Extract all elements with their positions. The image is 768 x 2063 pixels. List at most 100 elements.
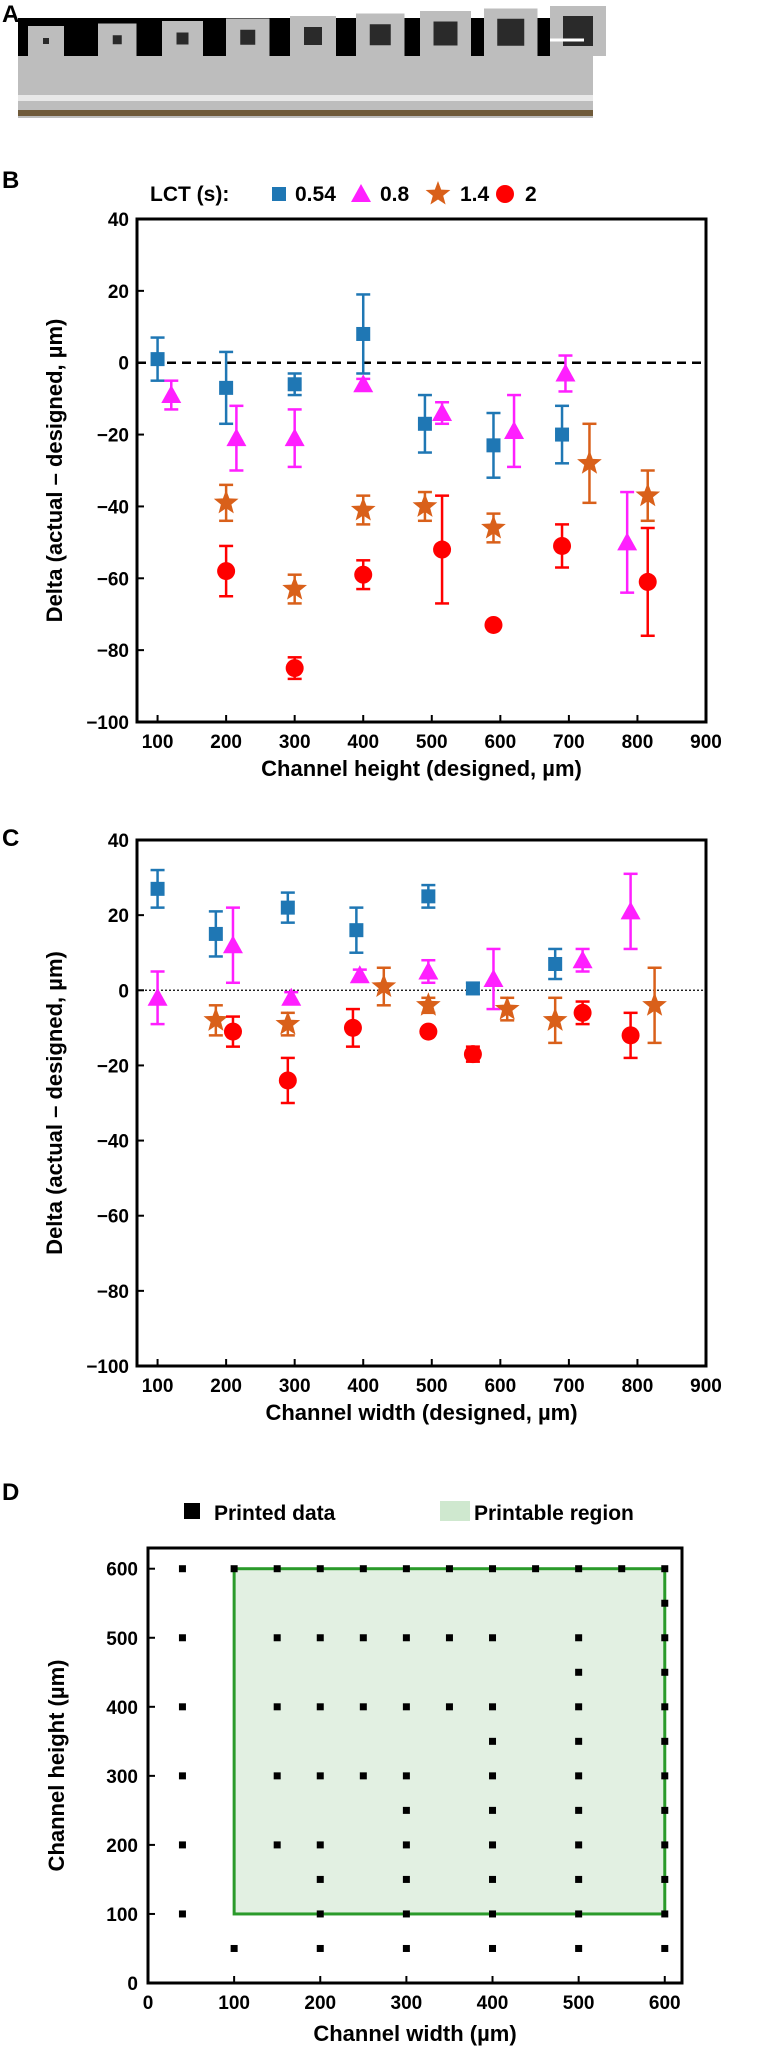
data-point-0_54 <box>421 889 436 904</box>
printed-point <box>575 1875 583 1883</box>
x-tick-label: 700 <box>553 1376 585 1397</box>
data-point-1_4 <box>213 489 239 514</box>
x-tick-label: 400 <box>347 732 379 753</box>
x-tick-label: 800 <box>622 1376 654 1397</box>
data-point-1_4 <box>416 992 441 1016</box>
legend-label: 0.54 <box>295 183 336 206</box>
y-tick-label: 300 <box>106 1767 138 1788</box>
data-point-1_4 <box>412 493 438 517</box>
data-point-0_8 <box>620 901 641 920</box>
panel-b-letter: B <box>2 167 19 194</box>
x-tick-label: 200 <box>304 1993 336 2014</box>
printed-point <box>489 1841 497 1849</box>
plot-frame <box>146 1546 684 1985</box>
printed-point <box>273 1703 281 1711</box>
x-tick-label: 900 <box>690 1376 722 1397</box>
data-point-0_54 <box>150 352 165 367</box>
data-point-2 <box>419 1022 438 1041</box>
x-tick-label: 400 <box>347 1376 379 1397</box>
legend-marker-star <box>425 181 451 205</box>
printed-point <box>359 1703 367 1711</box>
data-point-0_54 <box>208 926 223 941</box>
x-tick-label: 100 <box>142 1376 174 1397</box>
data-point-0_8 <box>353 374 374 393</box>
printed-point <box>575 1565 583 1573</box>
y-tick-label: −40 <box>97 1132 129 1153</box>
x-tick-label: 300 <box>391 1993 423 2014</box>
legend-label: 1.4 <box>460 183 490 206</box>
printed-point <box>402 1703 410 1711</box>
printed-point <box>402 1806 410 1814</box>
y-tick-label: 20 <box>108 906 129 927</box>
printed-point <box>575 1634 583 1642</box>
y-axis-label: Delta (actual – designed, µm) <box>42 951 67 1255</box>
x-tick-label: 100 <box>218 1993 250 2014</box>
x-tick-label: 500 <box>416 732 448 753</box>
printed-point <box>575 1668 583 1676</box>
data-point-0_54 <box>356 326 371 341</box>
panel-d-letter: D <box>2 1479 19 1506</box>
data-point-0_8 <box>555 363 576 382</box>
data-point-0_8 <box>222 935 243 954</box>
data-point-0_54 <box>219 380 234 395</box>
y-tick-label: −80 <box>97 1282 129 1303</box>
printed-point <box>178 1841 186 1849</box>
data-point-2 <box>573 1003 592 1022</box>
printed-point <box>273 1634 281 1642</box>
y-tick-label: 0 <box>118 354 129 375</box>
printed-point <box>661 1668 669 1676</box>
data-point-2 <box>433 540 452 559</box>
printed-point <box>575 1841 583 1849</box>
y-tick-label: 200 <box>106 1836 138 1857</box>
printed-point <box>359 1772 367 1780</box>
device-base <box>18 110 593 116</box>
data-point-0_8 <box>504 420 525 439</box>
printed-point <box>489 1565 497 1573</box>
data-point-1_4 <box>282 576 307 600</box>
y-tick-label: −60 <box>97 569 129 590</box>
data-point-2 <box>621 1026 640 1045</box>
printed-point <box>661 1703 669 1711</box>
data-point-1_4 <box>542 1007 568 1031</box>
legend-label: 2 <box>525 183 537 206</box>
data-point-2 <box>343 1018 362 1037</box>
printed-point <box>178 1634 186 1642</box>
y-tick-label: 400 <box>106 1698 138 1719</box>
printed-point <box>661 1565 669 1573</box>
printed-point <box>489 1737 497 1745</box>
printed-point <box>575 1772 583 1780</box>
legend-region-label: Printable region <box>474 1502 634 1525</box>
printed-point <box>402 1565 410 1573</box>
legend-marker-triangle <box>351 184 371 202</box>
y-tick-label: −80 <box>97 641 129 662</box>
legend-printed-label: Printed data <box>214 1502 336 1525</box>
y-tick-label: 500 <box>106 1629 138 1650</box>
panel-a-letter: A <box>2 1 19 28</box>
printed-point <box>575 1944 583 1952</box>
printed-point <box>489 1875 497 1883</box>
data-point-0_54 <box>417 416 432 431</box>
printed-point <box>661 1806 669 1814</box>
printed-point <box>661 1875 669 1883</box>
printed-point <box>661 1841 669 1849</box>
data-point-0_54 <box>349 923 364 938</box>
x-tick-label: 200 <box>210 1376 242 1397</box>
data-point-0_8 <box>432 403 453 422</box>
printed-point <box>316 1944 324 1952</box>
data-point-2 <box>463 1045 482 1064</box>
x-tick-label: 500 <box>563 1993 595 2014</box>
y-tick-label: −60 <box>97 1207 129 1228</box>
data-point-0_8 <box>147 987 168 1006</box>
legend-label: 0.8 <box>380 183 410 206</box>
printed-point <box>402 1634 410 1642</box>
printed-point <box>178 1703 186 1711</box>
data-point-1_4 <box>635 482 661 507</box>
printed-point <box>402 1841 410 1849</box>
printed-point <box>316 1875 324 1883</box>
data-point-0_54 <box>150 881 165 896</box>
printed-point <box>445 1634 453 1642</box>
y-axis-label: Channel height (µm) <box>44 1660 69 1872</box>
printable-region <box>232 1567 667 1916</box>
channel-opening <box>433 21 458 46</box>
